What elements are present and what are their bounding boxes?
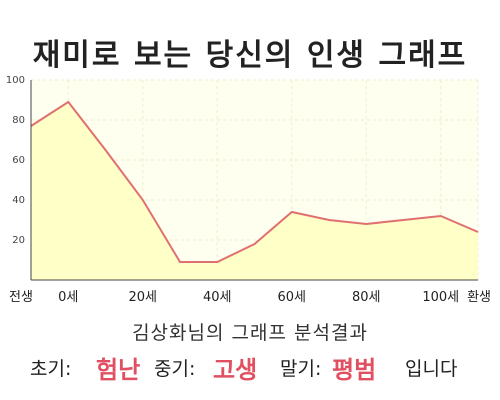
x-tick-label: 환생 — [467, 290, 491, 305]
x-tick-label: 40세 — [203, 290, 232, 305]
axes — [30, 80, 478, 281]
late-value: 평범 — [332, 356, 377, 384]
x-tick-label: 20세 — [128, 290, 157, 305]
result-heading: 김상화님의 그래프 분석결과 — [132, 322, 368, 344]
y-tick-label: 60 — [12, 155, 25, 166]
x-tick-label: 전생 — [9, 290, 33, 305]
result-suffix: 입니다 — [405, 358, 458, 380]
mid-label: 중기: — [154, 358, 196, 380]
mid-value: 고생 — [213, 356, 258, 384]
y-tick-label: 100 — [6, 75, 25, 86]
x-tick-label: 100세 — [422, 290, 459, 305]
early-label: 초기: — [30, 358, 72, 380]
late-label: 말기: — [280, 358, 322, 380]
early-value: 험난 — [96, 356, 141, 384]
result-summary: 초기: 험난 중기: 고생 말기: 평범 입니다 — [0, 350, 500, 384]
x-tick-label: 80세 — [352, 290, 381, 305]
y-tick-label: 20 — [12, 235, 25, 246]
chart-title: 재미로 보는 당신의 인생 그래프 — [32, 38, 468, 73]
x-tick-labels: 전생 0세 20세 40세 60세 80세 100세 환생 — [9, 290, 491, 305]
y-tick-label: 80 — [12, 115, 25, 126]
y-tick-label: 40 — [12, 195, 25, 206]
x-tick-label: 0세 — [58, 290, 78, 305]
area-fill — [31, 102, 478, 280]
life-line — [30, 100, 479, 263]
y-tick-labels: 20 40 60 80 100 — [6, 75, 25, 246]
x-tick-label: 60세 — [277, 290, 306, 305]
